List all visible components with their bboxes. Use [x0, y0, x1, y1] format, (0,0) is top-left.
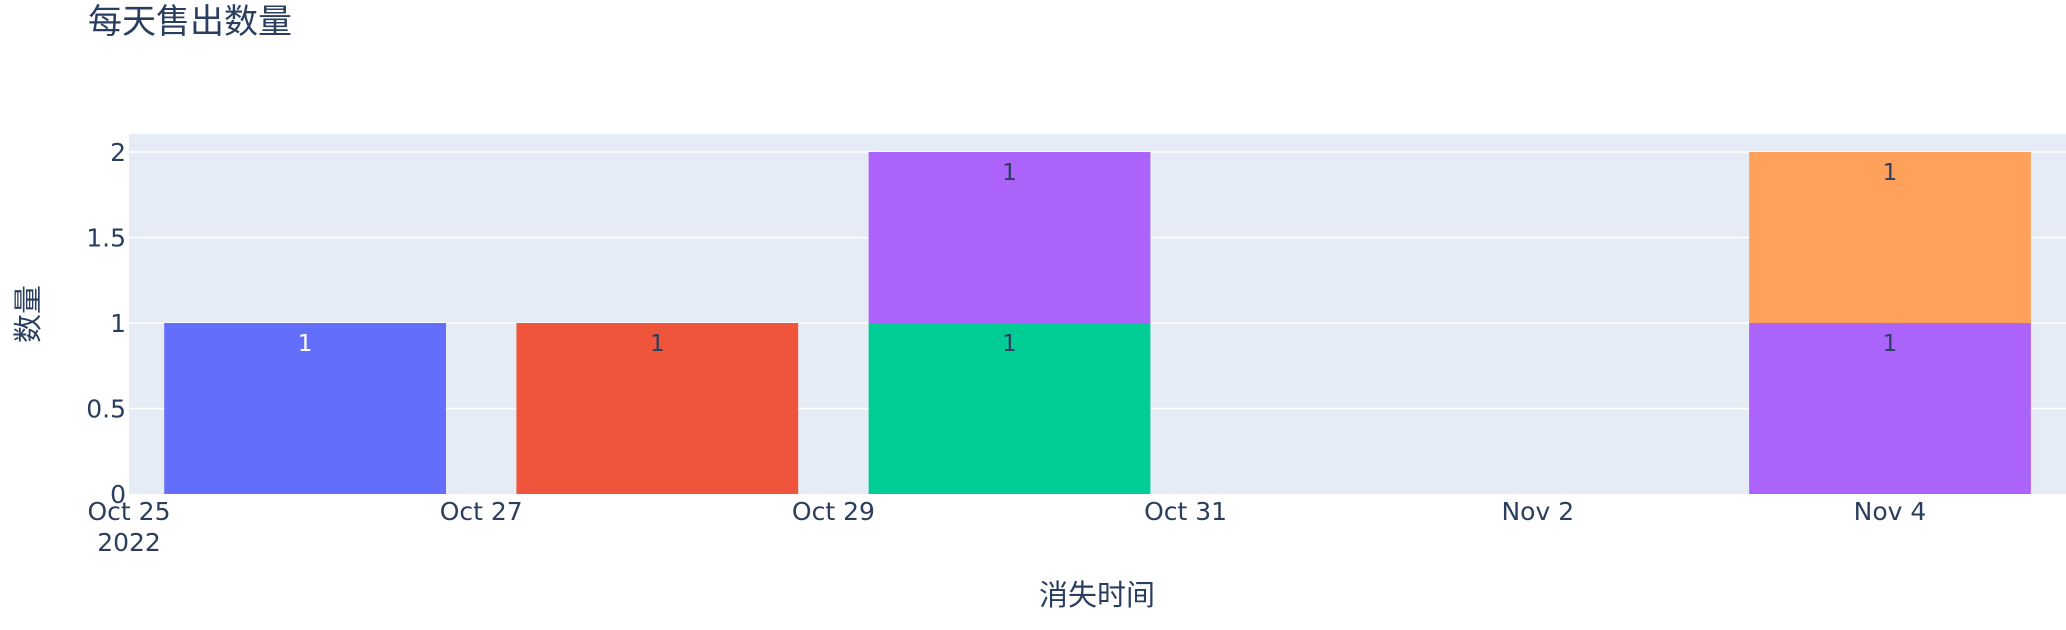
y-axis-title: 数量	[11, 285, 45, 343]
y-tick-label: 0	[110, 480, 126, 509]
x-tick-label: Oct 29	[792, 497, 875, 526]
bar-value-label: 1	[1002, 331, 1017, 357]
bars-layer	[164, 152, 2031, 494]
x-tick-label: Nov 4	[1854, 497, 1927, 526]
bar[interactable]	[868, 323, 1151, 494]
x-axis-title: 消失时间	[1039, 578, 1155, 612]
y-tick-label: 2	[110, 138, 126, 167]
y-tick-label: 1.5	[86, 224, 126, 253]
bar[interactable]	[868, 152, 1151, 323]
bar[interactable]	[516, 323, 799, 494]
bar[interactable]	[164, 323, 446, 494]
x-tick-label: Oct 31	[1144, 497, 1227, 526]
bar[interactable]	[1749, 323, 2031, 494]
bar-value-label: 1	[650, 331, 665, 357]
x-tick-label: Oct 27	[440, 497, 523, 526]
chart-title: 每天售出数量	[88, 2, 292, 42]
bar-value-label: 1	[298, 331, 313, 357]
x-axis-year-label: 2022	[97, 528, 161, 557]
y-tick-label: 0.5	[86, 395, 126, 424]
bar-labels-layer: 1 1 1 1 1 1	[298, 160, 1898, 357]
bar-value-label: 1	[1883, 160, 1898, 186]
x-axis-ticks: Oct 25 Oct 27 Oct 29 Oct 31 Nov 2 Nov 4	[88, 497, 1927, 526]
y-tick-label: 1	[110, 309, 126, 338]
y-axis-ticks: 0 0.5 1 1.5 2	[86, 138, 126, 509]
bar-value-label: 1	[1002, 160, 1017, 186]
x-tick-label: Nov 2	[1501, 497, 1574, 526]
bar-value-label: 1	[1883, 331, 1898, 357]
bar[interactable]	[1749, 152, 2031, 323]
x-tick-label: Oct 25	[88, 497, 171, 526]
